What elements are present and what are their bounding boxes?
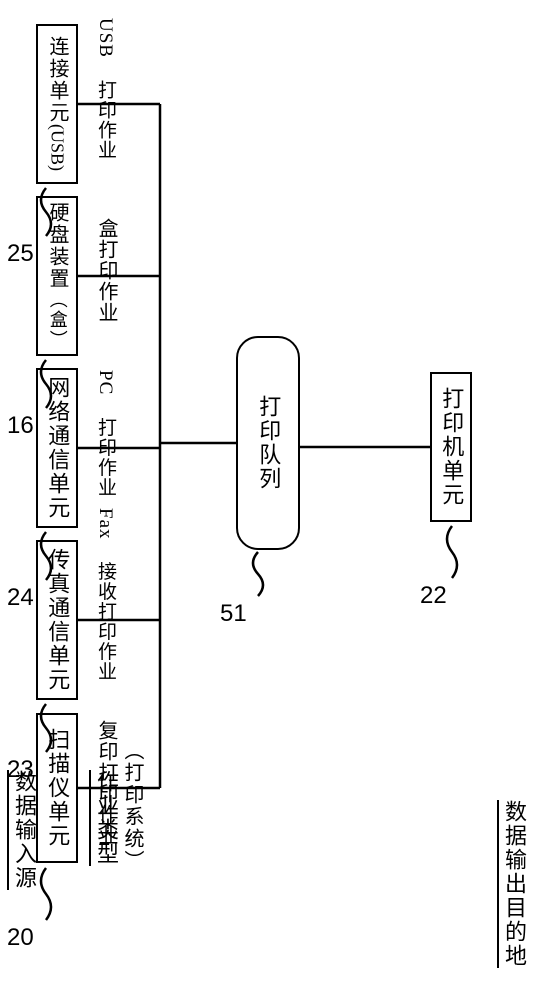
header-dest: 数据输出目的地 [498,800,530,968]
squiggle-22 [440,524,464,582]
job-usb: USB 打印作业 [92,18,119,160]
printer-unit-label: 打印机单元 [438,387,464,507]
squiggle-20 [34,866,58,926]
source-usb: 连接单元 (USB) [36,24,78,184]
squiggle-16 [34,358,58,414]
source-fax-id: 23 [7,756,34,784]
print-queue-label-2: 队列 [255,443,281,491]
job-fax: Fax 接收打印作业 [92,508,119,682]
job-copy: 复印打印作业 [92,720,121,846]
print-queue-label-1: 打印 [255,395,281,443]
source-usb-id: 25 [7,240,34,268]
squiggle-51 [246,550,270,602]
printer-unit: 打印机单元 [430,372,472,522]
job-pc: PC 打印作业 [92,370,119,497]
source-hdd-label-2: （盒） [46,290,68,350]
squiggle-24 [34,530,58,586]
source-network-id: 24 [7,584,34,612]
print-queue: 打印 队列 [236,336,300,550]
source-usb-label-2: (USB) [47,124,68,171]
squiggle-23 [34,702,58,758]
header-jobtype-sub: （打印系统） [118,740,147,872]
printer-unit-id: 22 [420,582,447,610]
squiggle-25 [34,186,58,242]
source-scanner-id: 20 [7,924,34,952]
source-hdd-id: 16 [7,412,34,440]
source-usb-label-1: 连接单元 [45,36,69,124]
print-queue-id: 51 [220,600,247,628]
job-box: 盒打印作业 [92,218,121,323]
